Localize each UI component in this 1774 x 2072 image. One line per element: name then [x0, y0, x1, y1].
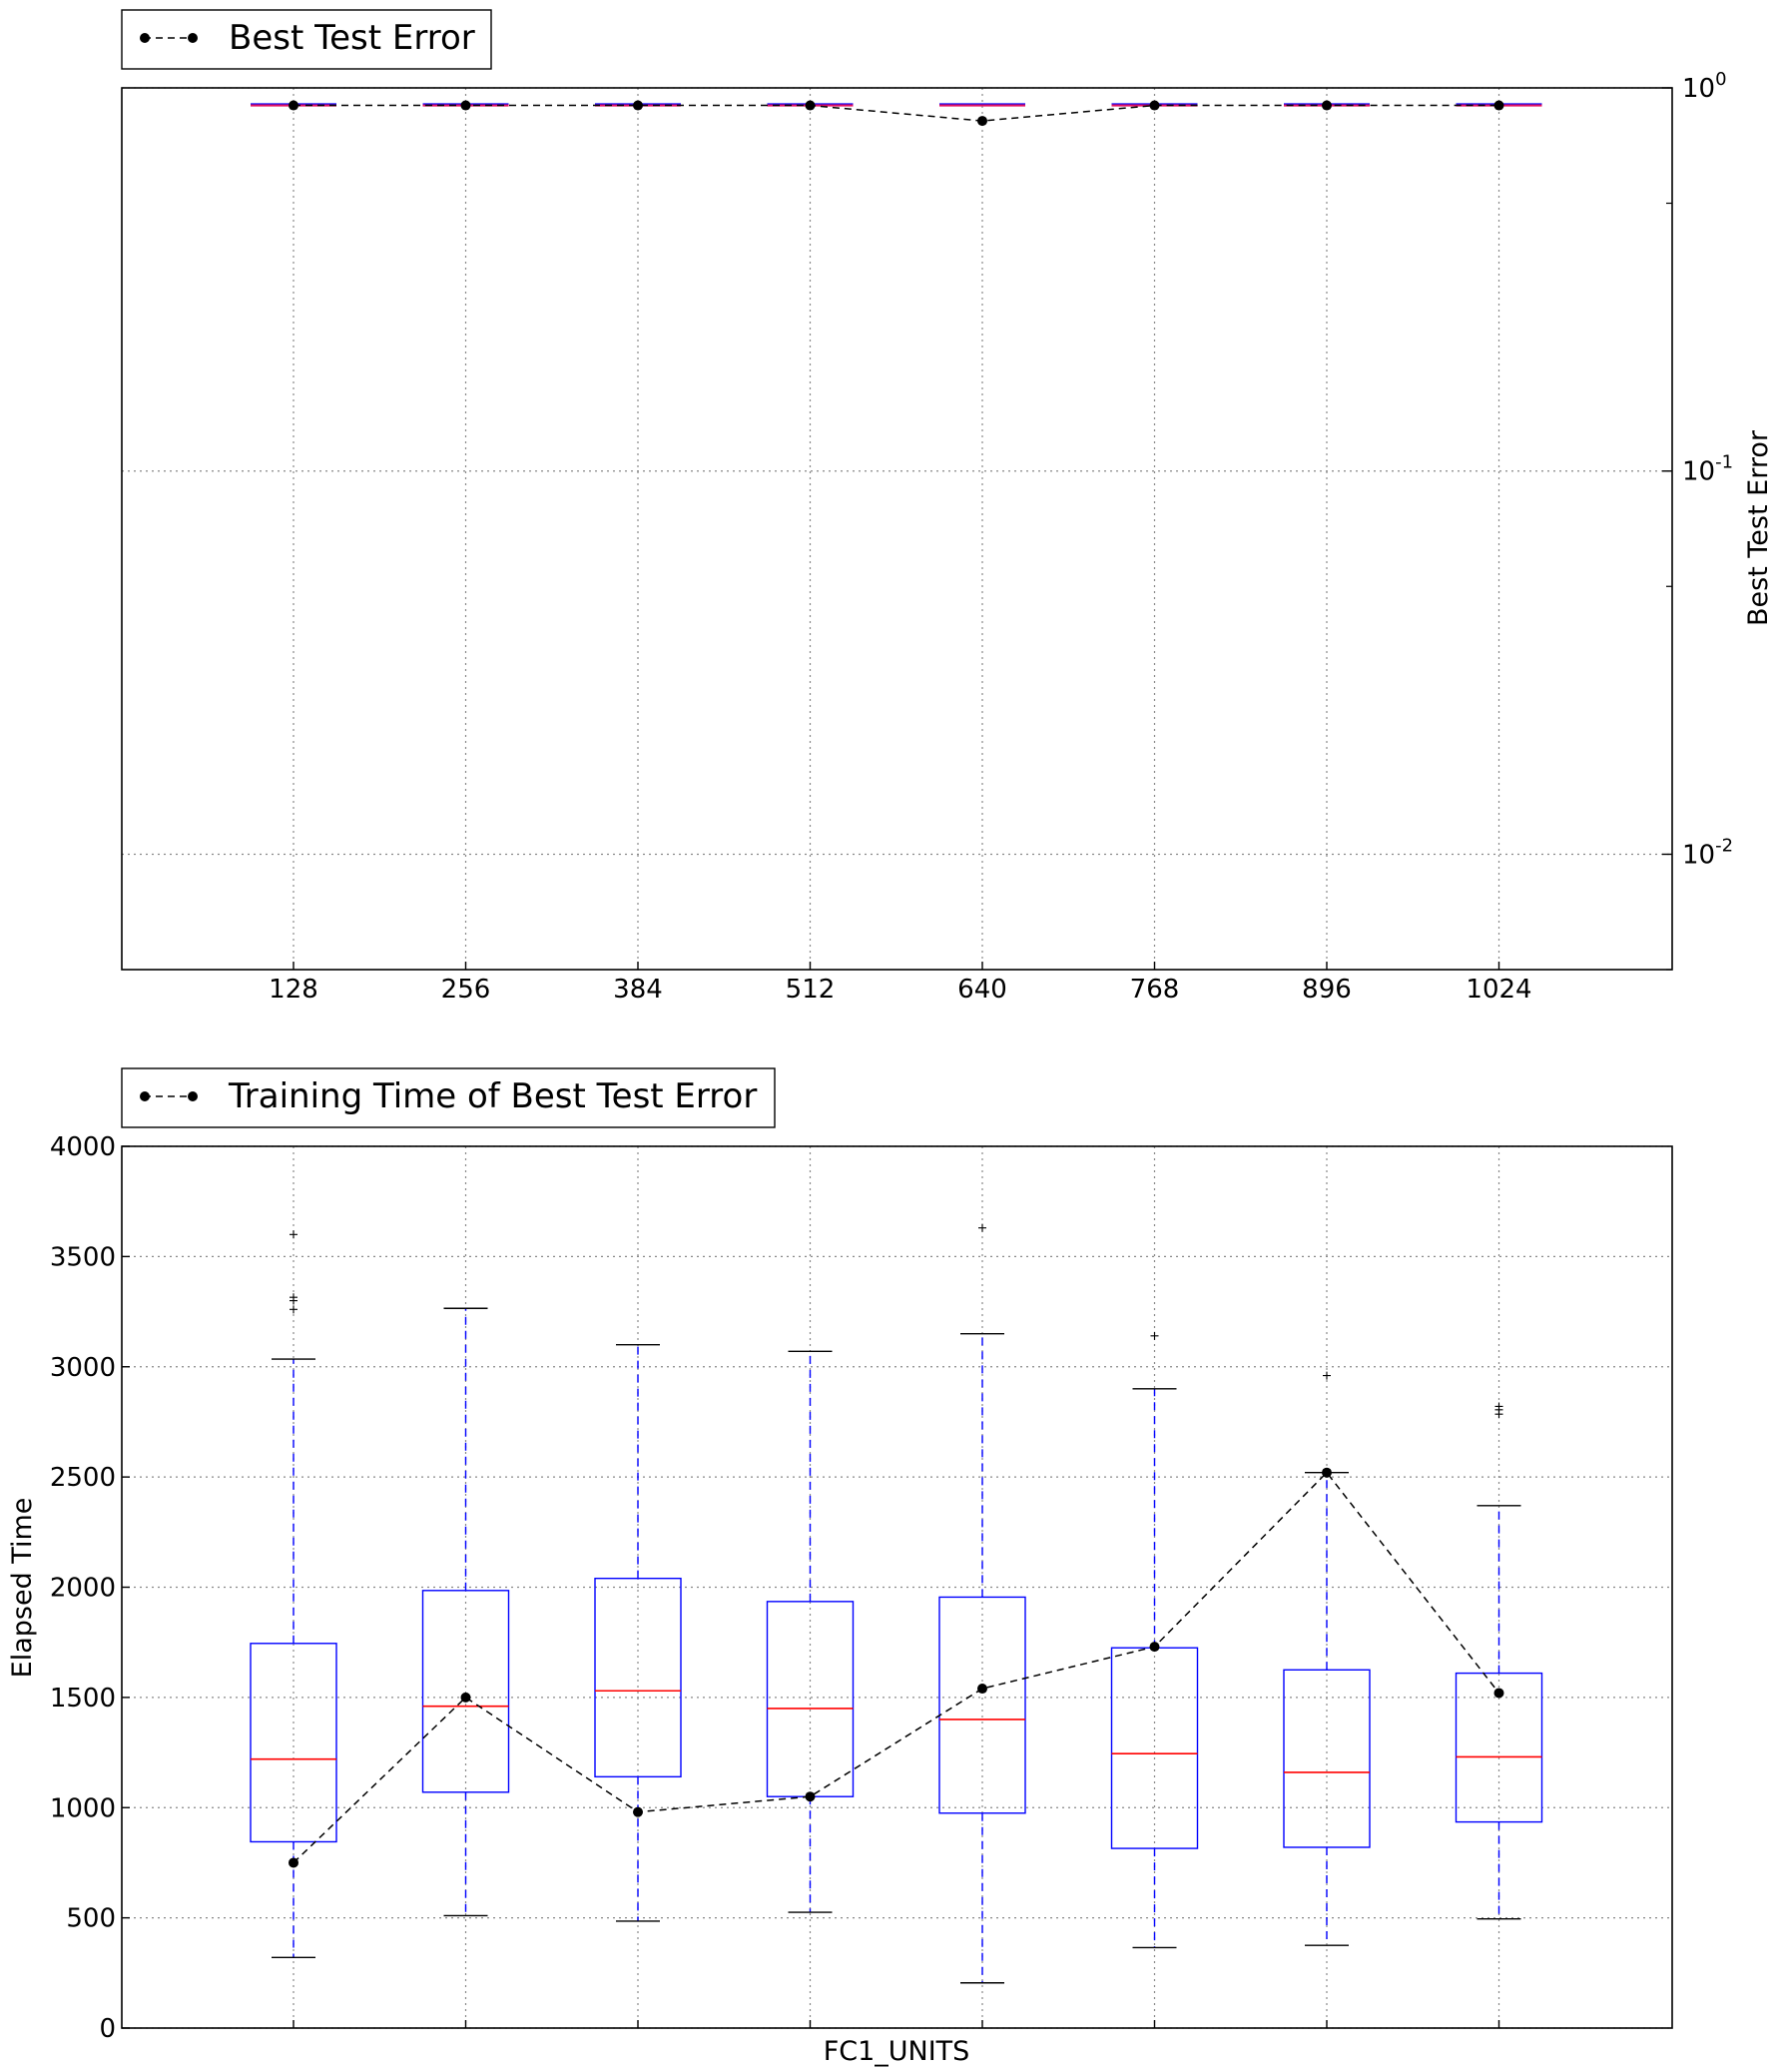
bottom-best-point	[633, 1806, 643, 1817]
top-legend-label: Best Test Error	[229, 18, 475, 58]
top-x-tick-label: 256	[441, 975, 491, 1005]
top-x-ticks: 128 256 384 512 640 768 896 1024	[269, 962, 1532, 1005]
bottom-box	[594, 1577, 682, 1778]
top-best-point	[460, 100, 471, 111]
top-best-point	[289, 100, 298, 111]
bottom-best-point	[1149, 1642, 1160, 1653]
bottom-outlier	[1150, 1331, 1159, 1340]
bottom-y-tick-label: 2000	[50, 1574, 116, 1604]
bottom-legend-label: Training Time of Best Test Error	[228, 1076, 757, 1116]
bottom-outlier	[290, 1230, 297, 1239]
bottom-y-tick-label: 0	[99, 2014, 116, 2044]
bottom-y-tick-label: 1000	[50, 1793, 116, 1823]
top-legend-marker-icon	[140, 33, 150, 43]
bottom-y-ticks: 0 500 1000 1500 2000 2500 3000 3500 4000	[50, 1132, 130, 2044]
top-plot-frame	[121, 87, 1673, 971]
bottom-legend: Training Time of Best Test Error	[121, 1067, 776, 1128]
top-x-tick-label: 896	[1302, 975, 1352, 1005]
bottom-y-tick-label: 4000	[50, 1132, 116, 1162]
bottom-y-axis-label: Elapsed Time	[7, 1498, 38, 1679]
bottom-box	[421, 1590, 510, 1793]
top-best-point	[977, 116, 987, 127]
top-best-line	[289, 100, 1504, 127]
top-y-axis-label: Best Test Error	[1743, 429, 1774, 626]
bottom-box	[250, 1643, 337, 1843]
bottom-best-point	[289, 1857, 298, 1868]
bottom-y-tick-label: 1500	[50, 1684, 116, 1714]
top-x-tick-label: 384	[613, 975, 663, 1005]
top-best-point	[1322, 100, 1332, 111]
training-time-chart: 0 500 1000 1500 2000 2500 3000 3500 4000 FC1_UNI…	[7, 1067, 1673, 2067]
bottom-best-polyline	[293, 1471, 1500, 1863]
top-y-tick-label: 10-1	[1682, 452, 1733, 487]
bottom-outlier	[1323, 1371, 1331, 1380]
bottom-legend-marker-icon	[188, 1091, 198, 1101]
bottom-x-axis-label: FC1_UNITS	[824, 2036, 970, 2067]
bottom-y-tick-label: 500	[66, 1904, 116, 1934]
top-best-point	[1493, 100, 1504, 111]
top-x-tick-label: 512	[786, 975, 836, 1005]
top-legend: Best Test Error	[121, 9, 492, 70]
bottom-best-point	[1322, 1467, 1332, 1478]
top-best-point	[633, 100, 643, 111]
top-y-tick-label: 10-2	[1682, 835, 1733, 870]
bottom-best-point	[805, 1791, 816, 1802]
bottom-outlier	[1494, 1402, 1503, 1411]
bottom-outlier	[978, 1223, 986, 1232]
bottom-legend-marker-icon	[140, 1091, 150, 1101]
bottom-box	[938, 1596, 1026, 1814]
top-y-tick-label: 100	[1682, 69, 1727, 104]
top-x-tick-label: 640	[957, 975, 1007, 1005]
top-x-tick-label: 768	[1130, 975, 1180, 1005]
best-test-error-chart: 128 256 384 512 640 768 896 1024 100 10-1 10-2 Be…	[121, 9, 1774, 1005]
bottom-y-tick-label: 3500	[50, 1242, 116, 1272]
top-y-ticks: 100 10-1 10-2	[1662, 69, 1733, 971]
bottom-x-ticks	[293, 2020, 1500, 2028]
top-x-tick-label: 128	[269, 975, 318, 1005]
top-legend-frame	[121, 9, 492, 70]
bottom-outlier	[290, 1293, 297, 1302]
bottom-box	[1283, 1669, 1371, 1848]
bottom-y-tick-label: 2500	[50, 1463, 116, 1493]
bottom-best-point	[977, 1684, 987, 1695]
top-legend-marker-icon	[188, 33, 198, 43]
bottom-best-point	[460, 1692, 471, 1703]
bottom-outlier	[290, 1305, 297, 1314]
bottom-legend-frame	[121, 1067, 776, 1128]
top-x-tick-label: 1024	[1466, 975, 1531, 1005]
bottom-best-line	[289, 1467, 1504, 1868]
bottom-y-tick-label: 3000	[50, 1353, 116, 1383]
top-best-polyline	[294, 104, 1499, 122]
top-best-point	[805, 100, 816, 111]
top-best-point	[1149, 100, 1160, 111]
bottom-best-point	[1493, 1688, 1504, 1699]
bottom-box	[1455, 1672, 1543, 1823]
